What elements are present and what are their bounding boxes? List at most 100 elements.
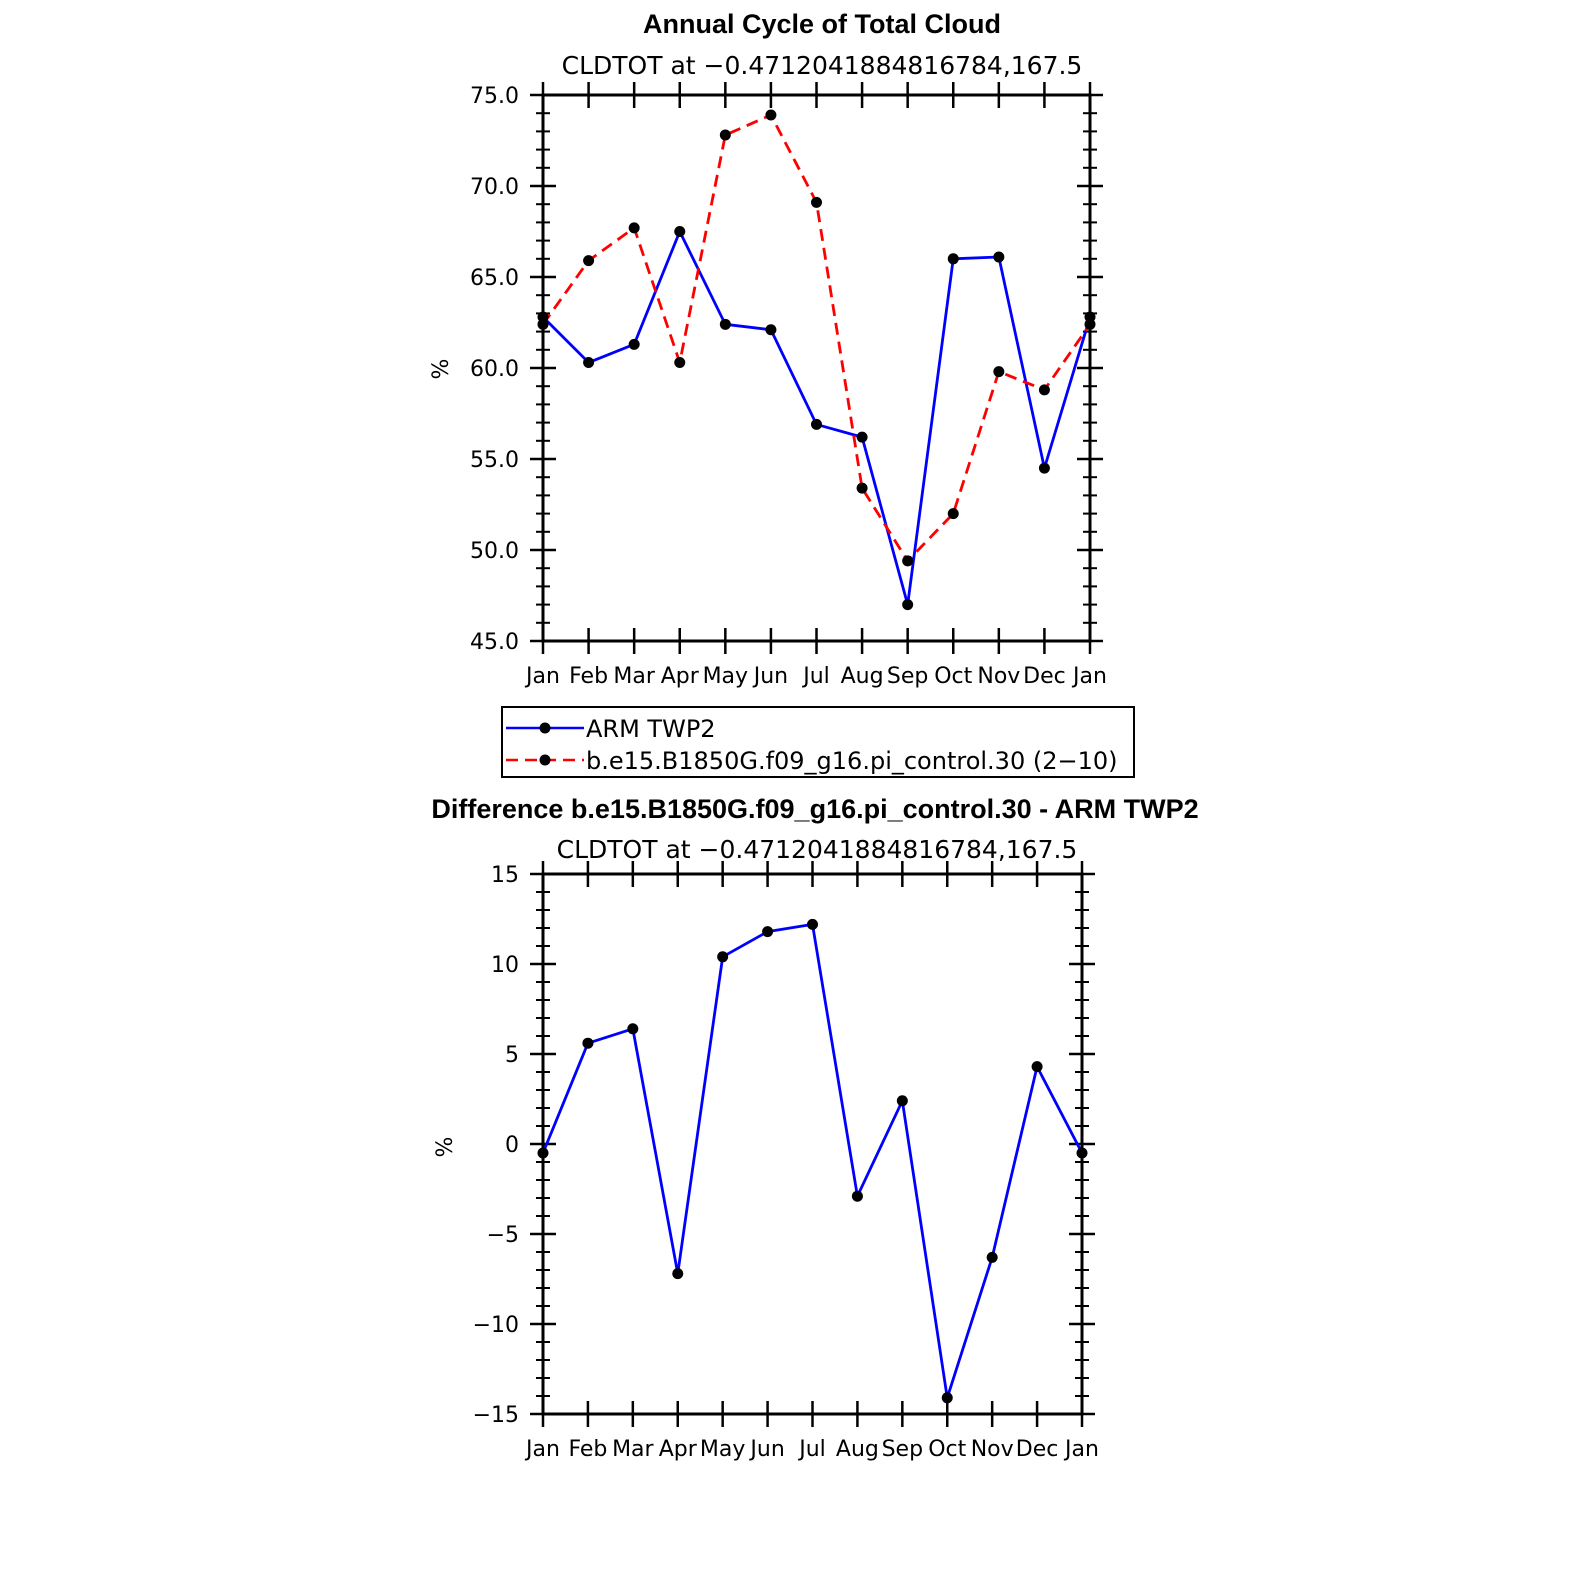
x-tick-label: Dec [1016,1437,1059,1462]
legend-box [501,706,1135,778]
data-point-0 [1031,1061,1043,1073]
y-tick-label: 15 [491,863,519,888]
x-tick-label: Sep [882,1437,923,1462]
x-tick-label: Jan [1071,664,1107,689]
data-point-0 [762,926,774,938]
x-tick-label: Mar [612,1437,654,1462]
legend-entry-model: b.e15.B1850G.f09_g16.pi_control.30 (2−10… [506,747,1118,775]
x-tick-label: Feb [569,664,608,689]
y-tick-label: 0 [505,1133,519,1158]
data-point-1 [719,129,731,141]
difference-chart: Difference b.e15.B1850G.f09_g16.pi_contr… [431,794,1198,1462]
data-point-1 [765,109,777,121]
x-tick-label: Apr [659,1437,698,1462]
data-point-0 [627,1023,639,1035]
legend-label-obs: ARM TWP2 [586,715,716,743]
data-point-1 [537,318,549,330]
x-tick-label: Jun [748,1437,784,1462]
chart-title: Annual Cycle of Total Cloud [643,9,1001,39]
y-tick-label: 55.0 [470,448,519,473]
x-tick-label: Dec [1023,664,1066,689]
data-point-0 [582,1037,594,1049]
series-layer [537,109,1096,611]
x-tick-label: Apr [661,664,700,689]
data-point-1 [674,357,686,369]
chart-title: Difference b.e15.B1850G.f09_g16.pi_contr… [431,794,1198,824]
y-tick-label: 50.0 [470,539,519,564]
legend: ARM TWP2 b.e15.B1850G.f09_g16.pi_control… [501,706,1135,778]
legend-entry-obs: ARM TWP2 [506,715,716,743]
data-point-1 [947,508,959,520]
x-tick-label: Jul [797,1437,826,1462]
y-tick-label: 10 [491,953,519,978]
data-point-0 [719,318,731,330]
x-tick-label: Aug [836,1437,879,1462]
data-point-0 [717,951,729,963]
data-point-0 [583,357,595,369]
data-point-1 [1038,384,1050,396]
y-tick-label: 60.0 [470,357,519,382]
data-point-1 [811,196,822,208]
y-tick-label: 75.0 [470,84,519,109]
data-point-1 [993,366,1005,378]
y-tick-label: −15 [473,1403,519,1428]
series-line-0 [541,923,1084,1400]
x-tick-label: Oct [928,1437,966,1462]
y-tick-label: 5 [505,1043,519,1068]
data-point-0 [902,599,914,611]
legend-marker-obs [539,722,551,734]
chart-subtitle: CLDTOT at −0.4712041884816784,167.5 [557,835,1078,864]
legend-label-model: b.e15.B1850G.f09_g16.pi_control.30 (2−10… [586,747,1118,775]
data-point-0 [674,226,686,237]
series-line-1 [541,113,1092,563]
chart-subtitle: CLDTOT at −0.4712041884816784,167.5 [562,51,1083,80]
x-tick-label: Mar [613,664,655,689]
y-tick-label: 65.0 [470,266,519,291]
x-tick-label: May [700,1437,745,1462]
data-point-1 [902,555,914,567]
x-tick-label: Jul [801,664,830,689]
annual-cycle-chart: Annual Cycle of Total Cloud CLDTOT at −0… [429,9,1107,689]
axes: 45.0 50.0 55.0 60.0 65.0 70.0 75.0 Jan Feb Mar Apr… [470,82,1107,689]
y-axis-label: % [429,359,454,380]
x-tick-label: Nov [977,664,1020,689]
data-point-0 [1038,462,1050,474]
y-axis-label: % [433,1137,458,1158]
y-tick-label: 70.0 [470,175,519,200]
series-layer [537,918,1088,1404]
data-point-0 [628,338,640,350]
data-point-0 [851,1190,863,1202]
x-tick-label: Sep [887,664,928,689]
series-line-0 [542,230,1092,606]
data-point-0 [947,253,959,265]
y-tick-label: −10 [473,1313,519,1338]
x-tick-label: Jan [524,1437,560,1462]
data-point-0 [856,431,868,443]
axes: −15 −10 −5 0 5 10 15 Jan Feb Mar Apr May Jun Jul Aug Se… [473,861,1099,1462]
x-tick-label: Aug [841,664,884,689]
data-point-0 [986,1251,998,1263]
data-point-0 [941,1392,953,1404]
data-point-0 [993,251,1005,263]
x-tick-label: Jan [524,664,560,689]
x-tick-label: Oct [934,664,972,689]
data-point-0 [896,1095,908,1107]
data-point-1 [1084,318,1096,330]
data-point-0 [1076,1147,1088,1159]
data-point-1 [628,222,640,234]
data-point-0 [765,324,777,336]
x-tick-label: Nov [971,1437,1014,1462]
x-tick-label: Feb [568,1437,607,1462]
plot-frame [541,872,1084,1416]
y-tick-label: 45.0 [470,630,519,655]
plot-frame [541,93,1092,643]
y-tick-label: −5 [487,1223,519,1248]
legend-marker-model [539,754,551,766]
data-point-0 [807,918,818,930]
data-point-0 [811,418,822,430]
data-point-1 [583,255,595,267]
x-tick-label: Jun [752,664,788,689]
x-tick-label: May [703,664,748,689]
data-point-1 [856,482,868,494]
